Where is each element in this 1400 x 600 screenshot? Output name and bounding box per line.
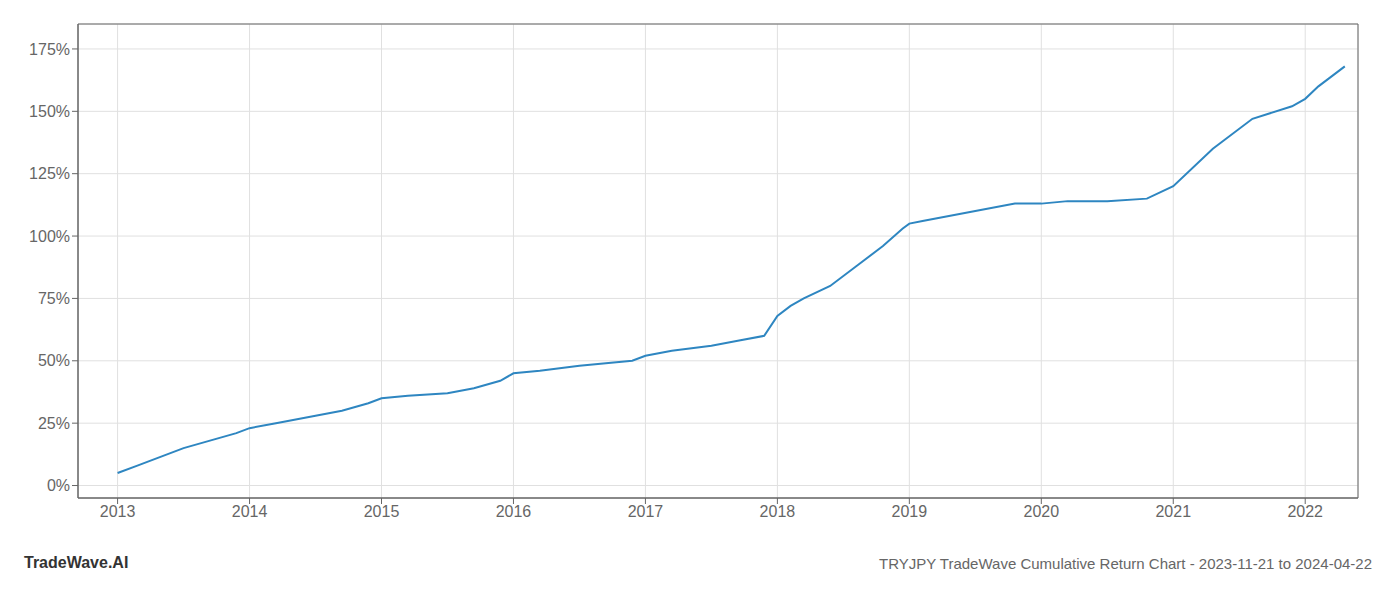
svg-text:2018: 2018 bbox=[760, 503, 796, 520]
svg-text:2022: 2022 bbox=[1287, 503, 1323, 520]
svg-text:2021: 2021 bbox=[1155, 503, 1191, 520]
html-text:TradeWave.AI: TradeWave.AI bbox=[24, 554, 129, 571]
svg-text:2013: 2013 bbox=[100, 503, 136, 520]
svg-text:100%: 100% bbox=[29, 228, 70, 245]
svg-text:75%: 75% bbox=[38, 290, 70, 307]
html-text:TRYJPY TradeWave Cumulative Re: TRYJPY TradeWave Cumulative Return Chart… bbox=[879, 554, 1372, 572]
svg-text:175%: 175% bbox=[29, 41, 70, 58]
svg-text:0%: 0% bbox=[47, 477, 70, 494]
svg-text:50%: 50% bbox=[38, 352, 70, 369]
svg-text:2015: 2015 bbox=[364, 503, 400, 520]
svg-text:25%: 25% bbox=[38, 415, 70, 432]
svg-text:2020: 2020 bbox=[1024, 503, 1060, 520]
svg-text:2017: 2017 bbox=[628, 503, 664, 520]
svg-text:2014: 2014 bbox=[232, 503, 268, 520]
svg-text:150%: 150% bbox=[29, 103, 70, 120]
svg-text:125%: 125% bbox=[29, 165, 70, 182]
svg-text:2016: 2016 bbox=[496, 503, 532, 520]
svg-text:2019: 2019 bbox=[892, 503, 928, 520]
